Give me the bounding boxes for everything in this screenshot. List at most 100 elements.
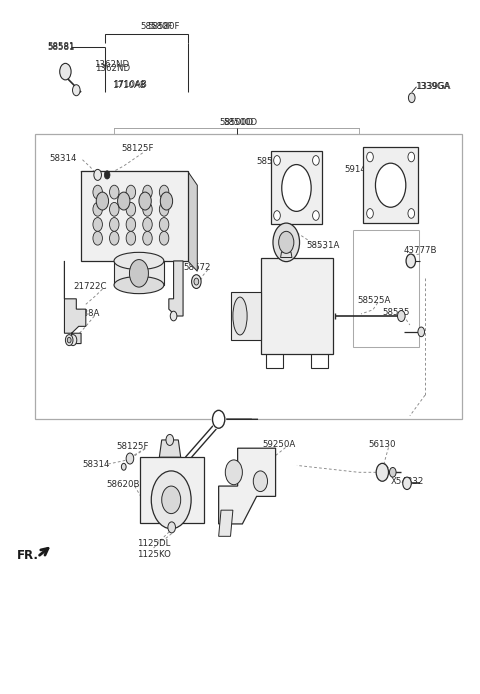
Circle shape xyxy=(60,63,71,80)
Circle shape xyxy=(143,218,152,231)
Polygon shape xyxy=(230,292,261,340)
Text: 1125DL: 1125DL xyxy=(137,539,170,548)
Polygon shape xyxy=(219,510,233,536)
Text: 56130: 56130 xyxy=(368,440,396,449)
Text: 1339GA: 1339GA xyxy=(416,83,450,92)
Ellipse shape xyxy=(114,253,164,269)
Circle shape xyxy=(109,203,119,217)
Text: 58125F: 58125F xyxy=(117,442,149,451)
Circle shape xyxy=(67,337,71,343)
Circle shape xyxy=(406,254,416,268)
Circle shape xyxy=(159,231,169,245)
Circle shape xyxy=(160,192,173,210)
Text: 1710AB: 1710AB xyxy=(112,81,146,90)
Circle shape xyxy=(151,471,191,529)
Polygon shape xyxy=(363,147,418,223)
Circle shape xyxy=(273,223,300,262)
Circle shape xyxy=(225,460,242,484)
Circle shape xyxy=(376,464,388,481)
Circle shape xyxy=(109,218,119,231)
Text: 1362ND: 1362ND xyxy=(95,60,130,69)
Circle shape xyxy=(408,209,415,218)
Circle shape xyxy=(94,169,101,180)
Text: 58531A: 58531A xyxy=(306,241,340,250)
Circle shape xyxy=(139,192,151,210)
Circle shape xyxy=(194,278,199,285)
Text: 58535: 58535 xyxy=(383,308,410,317)
Text: 59145: 59145 xyxy=(344,165,372,174)
Circle shape xyxy=(367,209,373,218)
Circle shape xyxy=(192,275,201,289)
Text: 59250A: 59250A xyxy=(263,440,296,449)
Text: 1125KO: 1125KO xyxy=(137,550,170,559)
Circle shape xyxy=(312,211,319,220)
Circle shape xyxy=(143,231,152,245)
Circle shape xyxy=(121,464,126,471)
Circle shape xyxy=(367,152,373,162)
Text: 1339GA: 1339GA xyxy=(415,83,449,92)
Circle shape xyxy=(126,203,136,217)
Circle shape xyxy=(162,486,180,514)
Circle shape xyxy=(159,185,169,199)
Text: 58620B: 58620B xyxy=(106,480,140,489)
Text: X54332: X54332 xyxy=(391,477,424,486)
Bar xyxy=(35,133,462,419)
Circle shape xyxy=(126,185,136,199)
Text: 58581: 58581 xyxy=(47,42,74,51)
Ellipse shape xyxy=(233,297,247,335)
Text: 43777B: 43777B xyxy=(404,246,437,255)
Polygon shape xyxy=(114,261,164,285)
Circle shape xyxy=(143,203,152,217)
Polygon shape xyxy=(140,457,204,523)
Text: 1362ND: 1362ND xyxy=(96,64,131,73)
Circle shape xyxy=(126,231,136,245)
Text: FR.: FR. xyxy=(17,549,39,562)
Text: 58500D: 58500D xyxy=(220,118,254,127)
Circle shape xyxy=(69,335,77,346)
Text: 58580F: 58580F xyxy=(148,22,180,31)
Circle shape xyxy=(168,522,176,533)
Polygon shape xyxy=(81,171,195,185)
Polygon shape xyxy=(271,151,322,224)
Circle shape xyxy=(143,185,152,199)
Text: 58581: 58581 xyxy=(48,43,75,52)
Text: 21722C: 21722C xyxy=(73,282,107,291)
Circle shape xyxy=(213,410,225,428)
Text: 58125F: 58125F xyxy=(121,144,154,153)
Circle shape xyxy=(418,327,424,337)
Circle shape xyxy=(312,155,319,165)
Circle shape xyxy=(72,85,80,96)
Circle shape xyxy=(375,163,406,208)
Circle shape xyxy=(130,260,148,287)
Circle shape xyxy=(408,93,415,103)
Circle shape xyxy=(166,434,174,446)
Text: 58511A: 58511A xyxy=(251,291,284,301)
Circle shape xyxy=(274,211,280,220)
Text: 1710AB: 1710AB xyxy=(113,80,147,89)
Text: 58672: 58672 xyxy=(183,262,211,271)
Polygon shape xyxy=(261,257,333,354)
Circle shape xyxy=(279,231,294,253)
Circle shape xyxy=(170,311,177,321)
Circle shape xyxy=(408,152,415,162)
Polygon shape xyxy=(188,171,197,271)
Text: 58314: 58314 xyxy=(49,154,77,163)
Circle shape xyxy=(109,231,119,245)
Polygon shape xyxy=(159,440,180,457)
Circle shape xyxy=(93,231,102,245)
Circle shape xyxy=(93,203,102,217)
Circle shape xyxy=(93,185,102,199)
Circle shape xyxy=(126,453,134,464)
Circle shape xyxy=(109,185,119,199)
Circle shape xyxy=(403,477,411,489)
Circle shape xyxy=(274,155,280,165)
Text: 58525A: 58525A xyxy=(358,296,391,305)
Circle shape xyxy=(253,471,267,491)
Circle shape xyxy=(118,192,130,210)
Circle shape xyxy=(159,218,169,231)
Ellipse shape xyxy=(282,164,311,212)
Polygon shape xyxy=(169,261,183,316)
Text: 58500D: 58500D xyxy=(223,118,257,127)
Polygon shape xyxy=(281,252,292,257)
Circle shape xyxy=(93,218,102,231)
